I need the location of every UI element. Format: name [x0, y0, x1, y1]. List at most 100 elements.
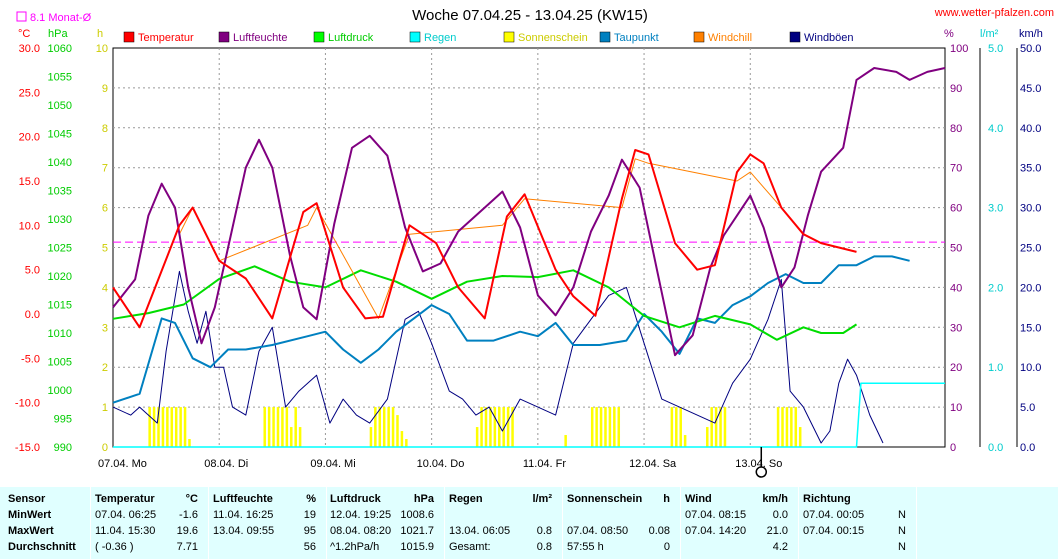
hpa-tick: 1035: [48, 186, 72, 198]
cell-sun-info: 07.04. 08:50: [567, 525, 629, 537]
sunshine-bar: [706, 427, 709, 447]
sunshine-bar: [679, 407, 682, 447]
header-temp: Temperatur: [95, 493, 155, 505]
sunshine-bar: [493, 407, 497, 447]
rain-tick: 1.0: [988, 362, 1003, 374]
sun-tick: 10: [96, 43, 108, 55]
chart-axes: 30.025.020.015.010.05.00.0-5.0-10.0-15.0…: [15, 43, 1041, 478]
sunshine-bar: [798, 427, 802, 447]
rain-line: [113, 382, 945, 448]
unit-hpa: hPa: [48, 28, 68, 40]
legend-swatch: [693, 31, 705, 43]
sunshine-bar: [152, 407, 156, 447]
sunshine-bar: [382, 407, 386, 447]
sun-tick: 1: [102, 402, 108, 414]
legend-swatch: [123, 31, 135, 43]
temp-tick: -15.0: [15, 442, 40, 454]
sunshine-bar: [498, 407, 501, 447]
hpa-tick: 995: [54, 414, 72, 426]
legend-swatch: [313, 31, 325, 43]
table-col-divider: [916, 487, 917, 559]
table-col-divider: [208, 487, 209, 559]
sunshine-bar: [484, 407, 488, 447]
cell-sun-info: 57:55 h: [567, 541, 604, 553]
header-sensor: Sensor: [8, 493, 46, 505]
cell-hum-value: 95: [303, 525, 316, 537]
temperature-line: [112, 149, 857, 329]
chart-grid: [112, 47, 946, 448]
pressure-line: [112, 265, 858, 341]
dewpoint-line: [112, 255, 910, 404]
table-col-divider: [444, 487, 445, 559]
header-dir: Richtung: [803, 493, 851, 505]
cell-press-value: 1008.6: [400, 509, 434, 521]
x-tick-label: 13.04. So: [735, 458, 782, 470]
sunshine-bar: [564, 435, 567, 447]
cell-rain-info: 13.04. 06:05: [449, 525, 511, 537]
hpa-tick: 1060: [48, 43, 72, 55]
hpa-tick: 1020: [48, 271, 72, 283]
legend-label: Luftfeuchte: [233, 32, 287, 44]
wind-tick: 15.0: [1020, 322, 1041, 334]
legend-label: Windböen: [804, 32, 854, 44]
temp-tick: -10.0: [15, 398, 40, 410]
table-col-divider: [798, 487, 799, 559]
humidity-tick: 80: [950, 123, 962, 135]
sunshine-bar: [378, 407, 382, 447]
sunshine-bar: [161, 407, 165, 447]
header-temp-unit: °C: [185, 493, 198, 505]
sunshine-bar: [290, 427, 293, 447]
cell-temp-value: 19.6: [176, 525, 198, 537]
cell-wind-value: 21.0: [766, 525, 788, 537]
cell-sun-value: 0: [663, 541, 670, 553]
humidity-tick: 70: [950, 163, 962, 175]
sunshine-bar: [285, 407, 289, 447]
legend-swatch: [409, 31, 421, 43]
table-col-divider: [90, 487, 91, 559]
temp-tick: 20.0: [19, 132, 40, 144]
table-col-divider: [326, 487, 327, 559]
sunshine-bar: [396, 415, 399, 447]
sunshine-bar: [710, 407, 713, 447]
unit-kmh: km/h: [1019, 28, 1043, 40]
humidity-tick: 40: [950, 282, 962, 294]
cell-wind-info: 07.04. 14:20: [685, 525, 747, 537]
sunshine-bar: [719, 407, 722, 447]
humidity-tick: 90: [950, 83, 962, 95]
sunshine-bar: [480, 407, 483, 447]
sunshine-bar: [475, 427, 479, 447]
sunshine-bar: [776, 407, 780, 447]
hpa-tick: 1045: [48, 129, 72, 141]
sun-tick: 7: [102, 163, 108, 175]
legend-swatch: [599, 31, 611, 43]
cell-wind-value: 4.2: [772, 541, 788, 553]
series-lines: [112, 67, 946, 448]
legend-swatch: [218, 31, 230, 43]
sunshine-bar: [183, 407, 187, 447]
weather-chart: 30.025.020.015.010.05.00.0-5.0-10.0-15.0…: [15, 7, 1054, 478]
row-label: Durchschnitt: [8, 541, 76, 553]
sunshine-bars: [148, 407, 802, 447]
cell-temp-value: -1.6: [179, 509, 198, 521]
temp-tick: 30.0: [19, 43, 40, 55]
sunshine-bar: [670, 407, 674, 447]
unit-temp: °C: [18, 28, 30, 40]
sunshine-bar: [174, 407, 178, 447]
sunshine-bar: [405, 439, 408, 447]
cell-wind-value: 0.0: [772, 509, 788, 521]
legend-label: Temperatur: [138, 32, 194, 44]
legend-label: Taupunkt: [614, 32, 659, 44]
sunshine-bar: [170, 407, 174, 447]
legend-label: Sonnenschein: [518, 32, 588, 44]
sunshine-bar: [267, 407, 271, 447]
sunshine-bar: [374, 407, 377, 447]
sun-tick: 5: [102, 243, 108, 255]
site-url: www.wetter-pfalzen.com: [934, 7, 1054, 19]
header-hum-unit: %: [306, 493, 316, 505]
wind-tick: 0.0: [1020, 442, 1035, 454]
x-tick-label: 08.04. Di: [204, 458, 248, 470]
sunshine-bar: [188, 439, 191, 447]
sunshine-bar: [511, 407, 514, 447]
wind-tick: 5.0: [1020, 402, 1035, 414]
legend-label: Windchill: [708, 32, 752, 44]
